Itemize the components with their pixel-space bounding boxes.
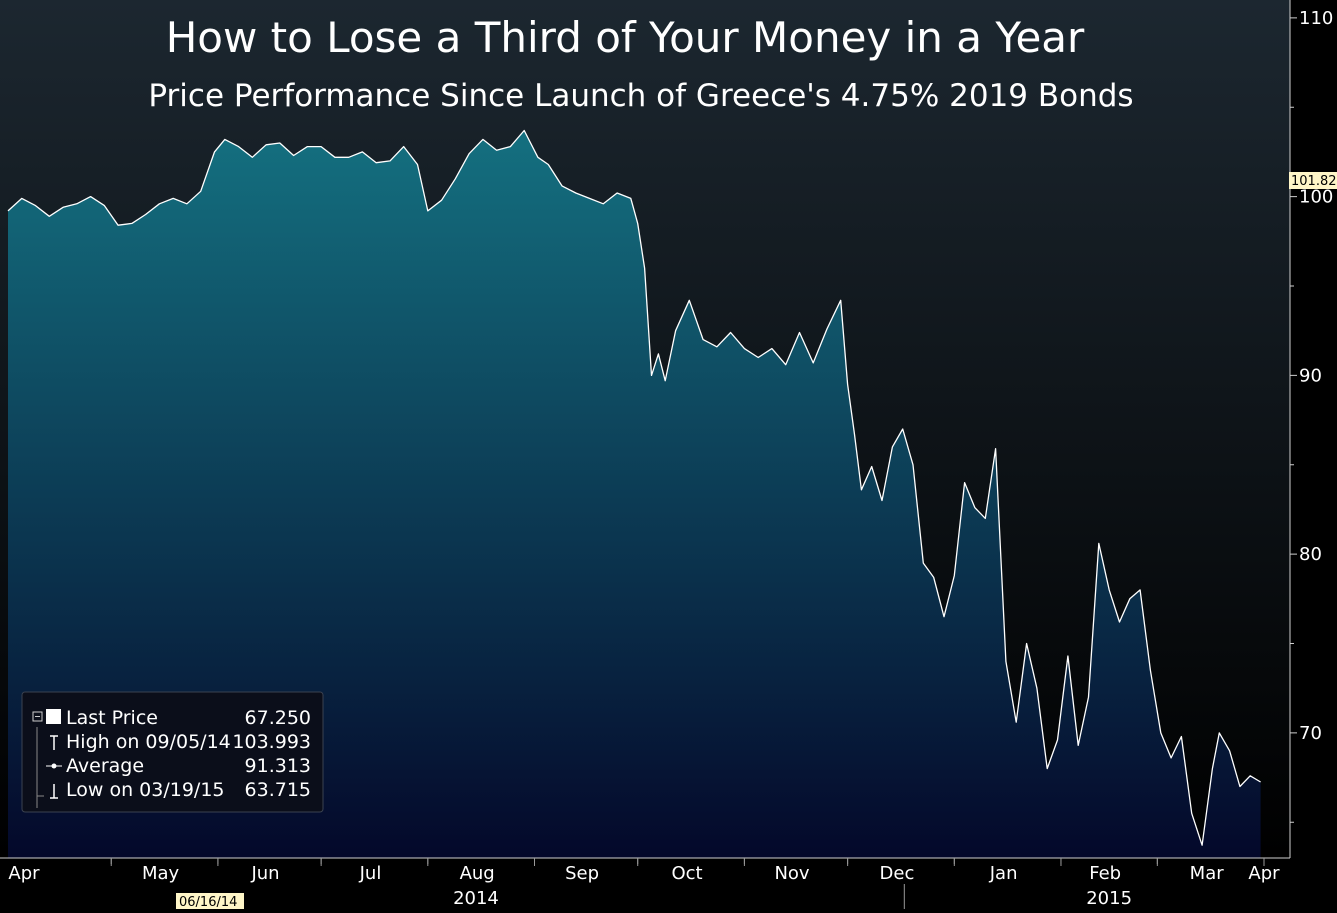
date-flag-box bbox=[176, 893, 244, 909]
chart-subtitle: Price Performance Since Launch of Greece… bbox=[148, 78, 1133, 114]
legend-last-price-value: 67.250 bbox=[245, 707, 311, 729]
last-value-flag-box bbox=[1289, 172, 1337, 189]
legend-last-price-label: Last Price bbox=[66, 707, 158, 729]
x-tick-label-nov-7: Nov bbox=[774, 863, 809, 884]
legend-last-price-row: Last Price 67.250 bbox=[32, 707, 311, 729]
y-tick-label-90: 90 bbox=[1299, 365, 1322, 386]
x-tick-label-feb-10: Feb bbox=[1089, 863, 1121, 884]
legend-average-label: Average bbox=[66, 755, 144, 777]
x-tick-label-apr-0: Apr bbox=[8, 863, 40, 884]
y-tick-label-110: 110 bbox=[1299, 8, 1333, 29]
x-tick-label-apr-12: Apr bbox=[1248, 863, 1280, 884]
date-flag: 06/16/14 bbox=[176, 893, 244, 910]
x-tick-label-jun-2: Jun bbox=[250, 863, 279, 884]
price-area-fill bbox=[8, 130, 1261, 858]
x-tick-label-jan-9: Jan bbox=[989, 863, 1018, 884]
x-tick-label-sep-5: Sep bbox=[565, 863, 599, 884]
low-marker-icon bbox=[50, 784, 58, 799]
last-value-flag: 101.824 bbox=[1289, 172, 1337, 189]
x-tick-label-dec-8: Dec bbox=[880, 863, 915, 884]
y-tick-label-70: 70 bbox=[1299, 723, 1322, 744]
y-axis: 70 80 90 100 110 bbox=[1290, 8, 1333, 823]
legend: Last Price 67.250 High on 09/05/14 103.9… bbox=[21, 691, 324, 813]
x-tick-label-aug-4: Aug bbox=[460, 863, 495, 884]
last-value-flag-text: 101.824 bbox=[1291, 174, 1337, 189]
year-label-2014: 2014 bbox=[453, 888, 499, 909]
price-line bbox=[7, 129, 1261, 846]
legend-average-value: 91.313 bbox=[245, 755, 311, 777]
y-tick-label-80: 80 bbox=[1299, 544, 1322, 565]
chart-title: How to Lose a Third of Your Money in a Y… bbox=[166, 13, 1085, 62]
legend-high-value: 103.993 bbox=[232, 731, 311, 753]
average-marker-icon bbox=[46, 763, 62, 769]
price-area-layer bbox=[7, 129, 1261, 858]
legend-collapse-icon[interactable] bbox=[32, 711, 43, 722]
high-marker-icon bbox=[50, 735, 58, 750]
legend-box bbox=[21, 691, 324, 813]
x-tick-label-oct-6: Oct bbox=[671, 863, 702, 884]
legend-high-row: High on 09/05/14 103.993 bbox=[36, 727, 311, 808]
legend-high-label: High on 09/05/14 bbox=[66, 731, 231, 753]
legend-average-row: Average 91.313 bbox=[46, 755, 311, 777]
x-tick-label-mar-11: Mar bbox=[1190, 863, 1225, 884]
x-tick-label-jul-3: Jul bbox=[359, 863, 382, 884]
x-tick-label-may-1: May bbox=[142, 863, 180, 884]
date-flag-text: 06/16/14 bbox=[179, 895, 237, 909]
legend-low-row: Low on 03/19/15 63.715 bbox=[37, 779, 311, 801]
year-label-2015: 2015 bbox=[1086, 888, 1132, 909]
y-tick-label-100: 100 bbox=[1299, 187, 1333, 208]
legend-low-value: 63.715 bbox=[245, 779, 311, 801]
x-axis: Apr May Jun Jul Aug Sep Oct Nov Dec Jan Feb Mar Apr 2… bbox=[8, 858, 1280, 909]
legend-low-label: Low on 03/19/15 bbox=[66, 779, 225, 801]
legend-swatch-icon bbox=[46, 709, 61, 724]
